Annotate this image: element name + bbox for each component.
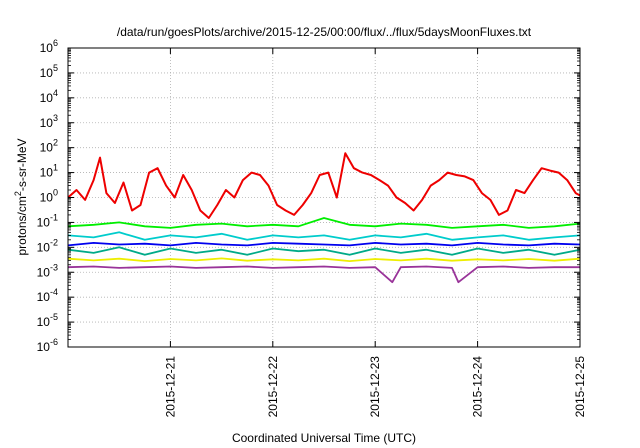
y-tick-label: 106 [40, 38, 58, 55]
y-tick-label: 10-6 [37, 337, 58, 354]
y-tick-label: 10-4 [37, 287, 58, 304]
axis-ticks: 10-6 10-5 10-4 10-3 10-2 10-1 100 101 102 103 104 1… [37, 38, 587, 417]
y-axis-label: protons/cm2-s-sr-MeV [13, 138, 29, 255]
y-tick-label: 100 [40, 188, 58, 205]
y-tick-label: 102 [40, 138, 58, 155]
grid [68, 48, 580, 347]
y-tick-label: 10-2 [37, 237, 58, 254]
series-line-1 [67, 217, 581, 229]
x-tick-label: 2015-12-23 [368, 356, 382, 418]
y-tick-label: 10-5 [37, 312, 58, 329]
series-line-0 [67, 152, 581, 219]
y-tick-label: 104 [40, 88, 58, 105]
series-line-5 [67, 257, 581, 263]
y-tick-label: 10-1 [37, 212, 58, 229]
series-line-2 [67, 231, 581, 241]
series-line-6 [67, 265, 580, 284]
x-tick-label: 2015-12-25 [573, 356, 587, 418]
series-line-3 [67, 241, 581, 247]
x-tick-label: 2015-12-24 [471, 356, 485, 418]
x-axis-label: Coordinated Universal Time (UTC) [232, 431, 416, 445]
x-tick-label: 2015-12-22 [266, 356, 280, 418]
x-tick-label: 2015-12-21 [163, 356, 177, 418]
series-line-4 [67, 246, 581, 256]
y-tick-label: 103 [40, 113, 58, 130]
y-tick-label: 101 [40, 163, 58, 180]
y-axis-label-text: protons/cm2-s-sr-MeV [13, 138, 29, 255]
y-tick-label: 10-3 [37, 262, 58, 279]
series-layer [67, 152, 581, 284]
y-tick-label: 105 [40, 63, 58, 80]
chart-title: /data/run/goesPlots/archive/2015-12-25/0… [117, 25, 532, 39]
